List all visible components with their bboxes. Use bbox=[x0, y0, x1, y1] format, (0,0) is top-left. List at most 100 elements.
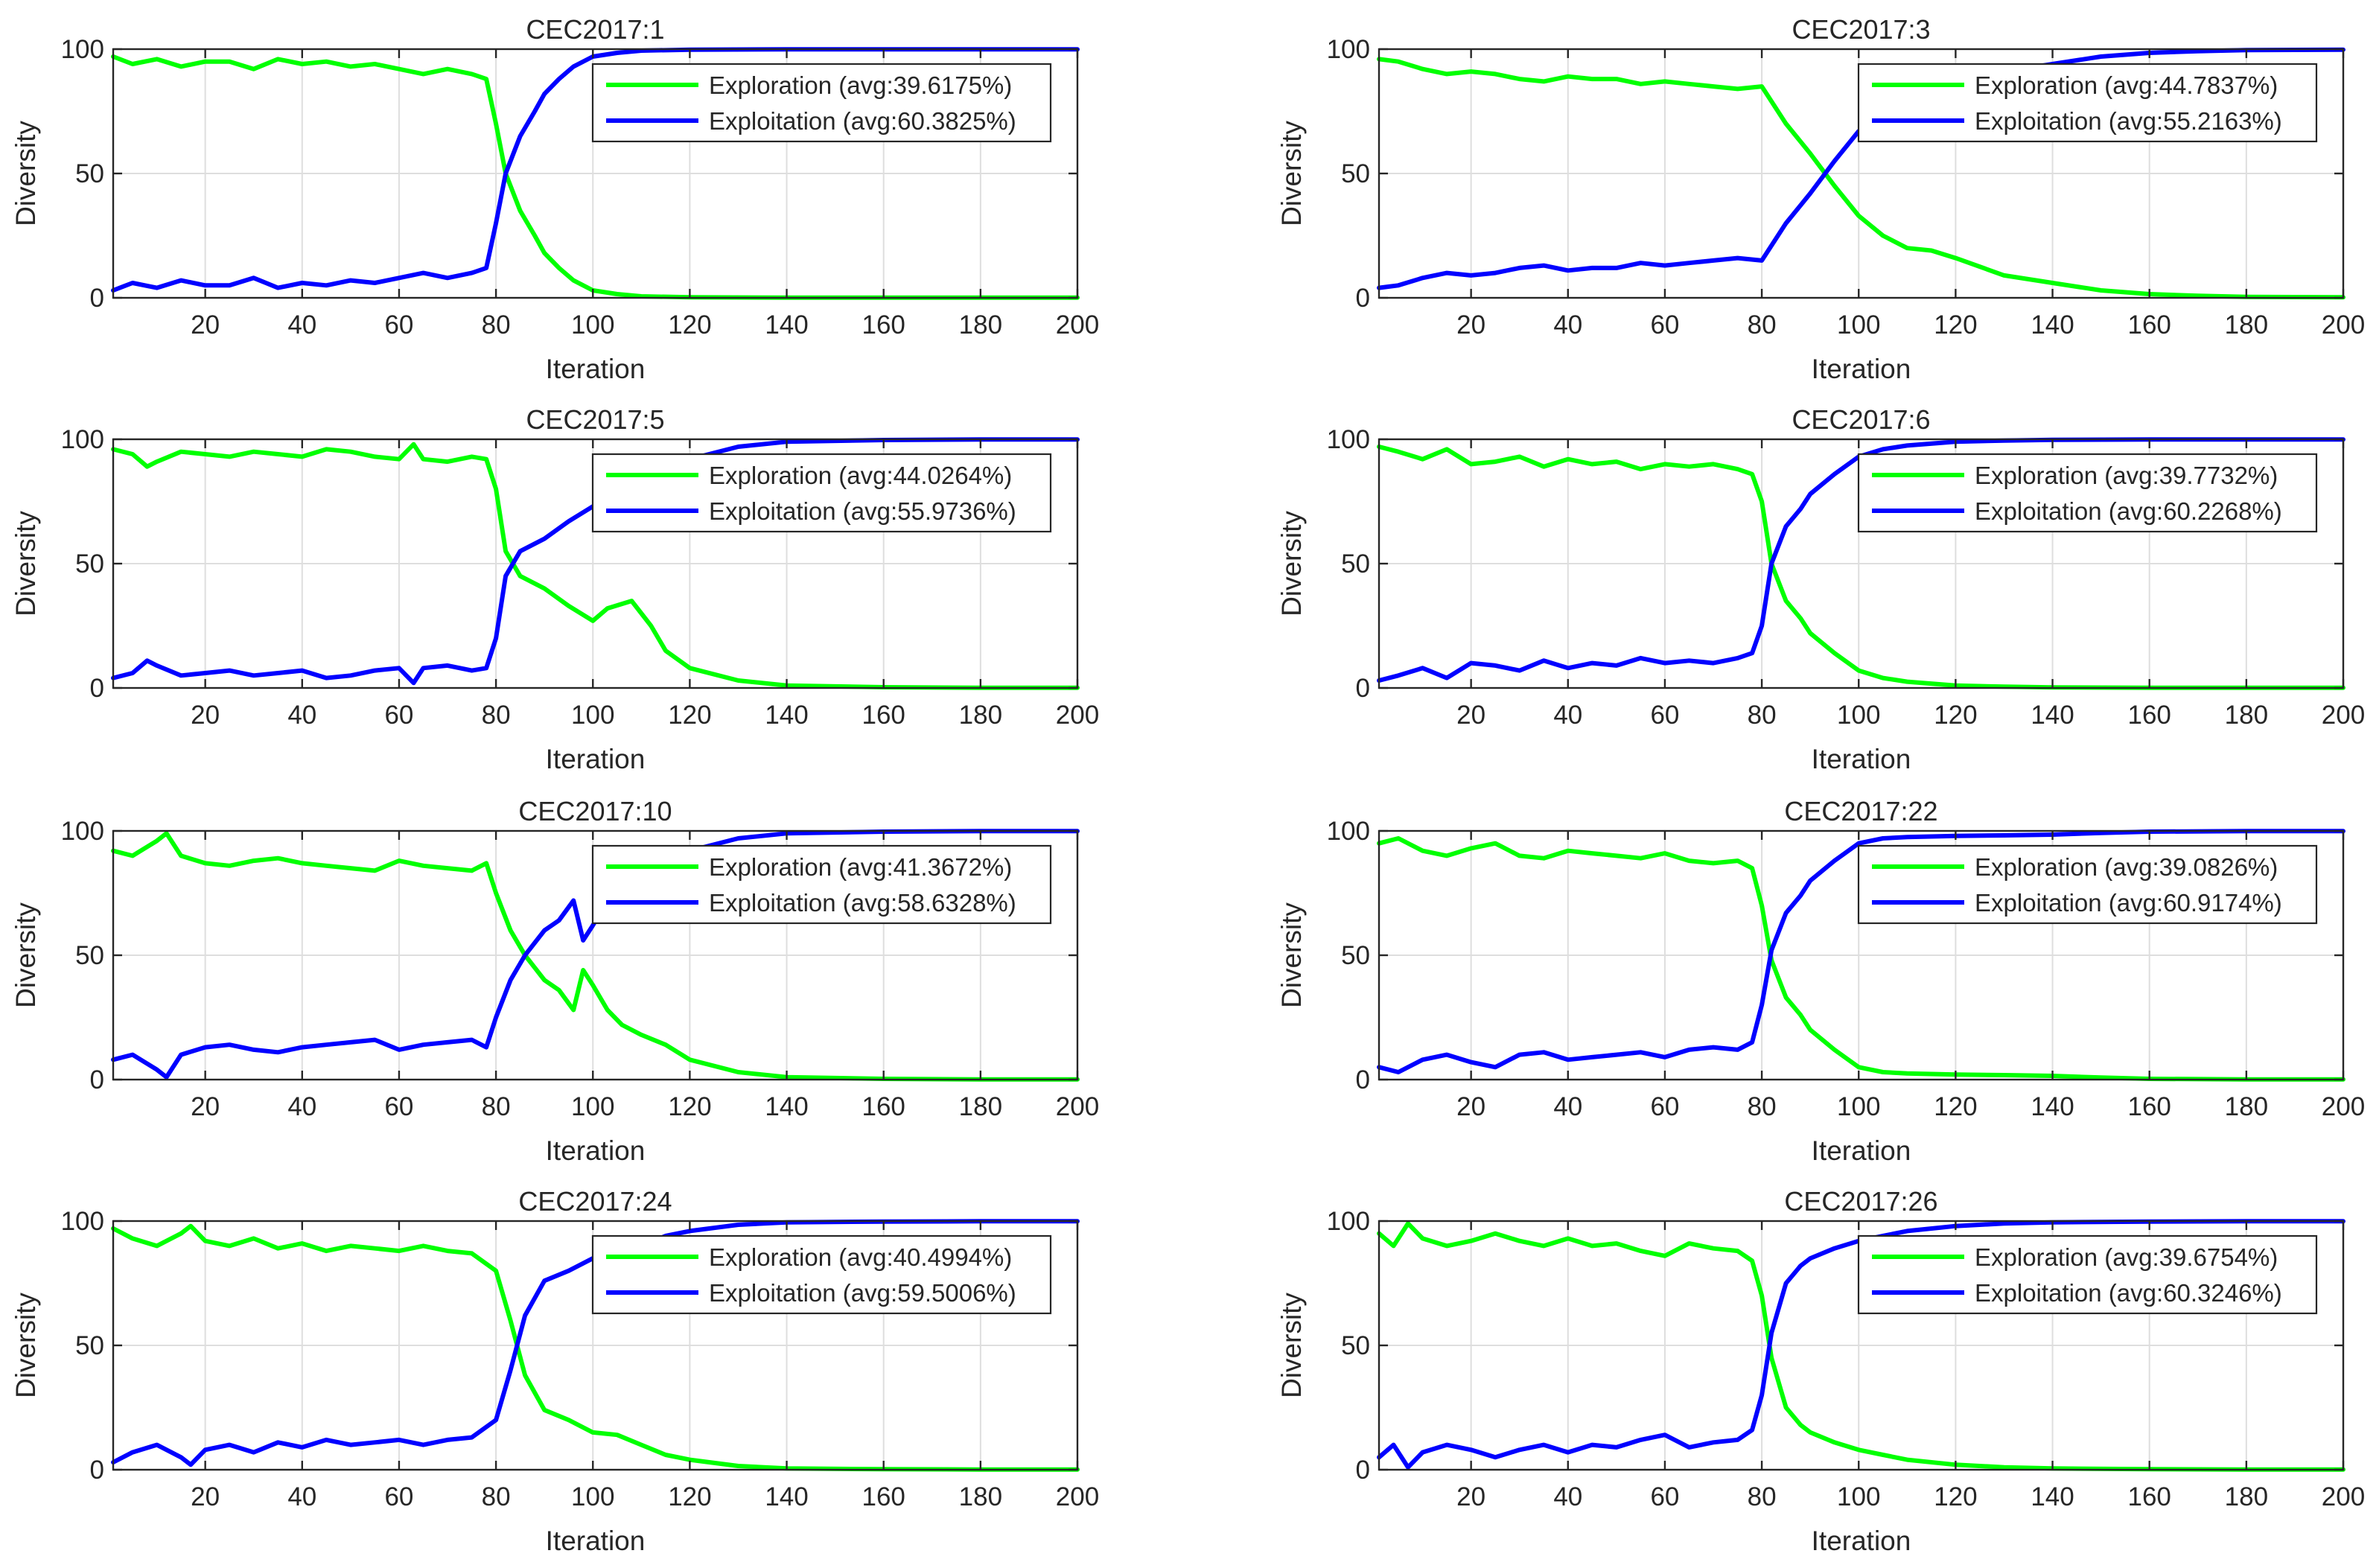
chart-7-y-tick-label: 0 bbox=[90, 1456, 104, 1485]
chart-3-legend-exploitation-label: Exploitation (avg:55.9736%) bbox=[709, 497, 1016, 525]
chart-8-exploitation-line bbox=[1377, 1219, 2345, 1470]
chart-3-x-tick-label: 80 bbox=[482, 701, 511, 730]
chart-6-exploration-line bbox=[1377, 836, 2345, 1082]
chart-2-exploration-line bbox=[1377, 57, 2345, 300]
chart-4-exploitation-line bbox=[1377, 437, 2345, 683]
chart-6-x-tick-label: 160 bbox=[2127, 1092, 2171, 1121]
chart-1-y-tick-label: 0 bbox=[90, 284, 104, 313]
chart-2-legend: Exploration (avg:44.7837%) Exploitation (… bbox=[1857, 63, 2318, 143]
chart-4-x-tick-label: 200 bbox=[2322, 701, 2365, 730]
chart-5-panel: 20 40 60 80 100 120 140 160 180 200 0 50 100 CEC2017:… bbox=[10, 796, 1099, 1166]
chart-7-exploitation-line bbox=[111, 1219, 1080, 1467]
chart-6-x-tick-label: 200 bbox=[2322, 1092, 2365, 1121]
chart-6-x-tick-label: 120 bbox=[1934, 1092, 1977, 1121]
chart-7-x-tick-label: 180 bbox=[959, 1482, 1002, 1511]
chart-2-x-axis-label: Iteration bbox=[1812, 354, 1911, 384]
chart-1-exploration-line bbox=[111, 54, 1080, 300]
chart-3-panel: 20 40 60 80 100 120 140 160 180 200 0 50 100 CEC2017:… bbox=[10, 404, 1099, 774]
chart-3-x-tick-label: 160 bbox=[862, 701, 905, 730]
chart-5-x-axis-label: Iteration bbox=[546, 1135, 646, 1166]
chart-4-y-tick-label: 100 bbox=[1327, 425, 1370, 454]
chart-6-y-tick-label: 50 bbox=[1341, 941, 1370, 970]
chart-6-x-tick-label: 100 bbox=[1837, 1092, 1880, 1121]
chart-4-y-tick-label: 0 bbox=[1356, 674, 1370, 703]
chart-8-y-tick-label: 50 bbox=[1341, 1331, 1370, 1360]
chart-2-x-tick-label: 140 bbox=[2031, 310, 2074, 340]
chart-5-legend-exploration-label: Exploration (avg:41.3672%) bbox=[709, 853, 1012, 881]
chart-5-x-tick-label: 20 bbox=[191, 1092, 220, 1121]
chart-8-x-tick-label: 60 bbox=[1650, 1482, 1679, 1511]
chart-1-panel: 20 40 60 80 100 120 140 160 180 200 0 50 100 CEC2017:… bbox=[10, 14, 1099, 384]
chart-6-legend: Exploration (avg:39.0826%) Exploitation (… bbox=[1857, 844, 2318, 925]
chart-1-x-tick-label: 160 bbox=[862, 310, 905, 340]
chart-1-x-tick-label: 60 bbox=[384, 310, 413, 340]
chart-4-y-tick-label: 50 bbox=[1341, 549, 1370, 579]
chart-2-x-tick-label: 120 bbox=[1934, 310, 1977, 340]
chart-5-exploration-line bbox=[111, 831, 1080, 1082]
chart-7-y-tick-label: 50 bbox=[75, 1331, 104, 1360]
chart-1-y-tick-label: 100 bbox=[61, 35, 104, 64]
chart-8-x-tick-label: 40 bbox=[1553, 1482, 1582, 1511]
chart-4-panel: 20 40 60 80 100 120 140 160 180 200 0 50 100 CEC2017:… bbox=[1276, 404, 2365, 774]
chart-2-title: CEC2017:3 bbox=[1792, 14, 1930, 45]
chart-1-title: CEC2017:1 bbox=[526, 14, 664, 45]
chart-2-x-tick-label: 60 bbox=[1650, 310, 1679, 340]
chart-2-y-tick-label: 0 bbox=[1356, 284, 1370, 313]
chart-4-x-tick-label: 60 bbox=[1650, 701, 1679, 730]
chart-2-legend-exploitation-label: Exploitation (avg:55.2163%) bbox=[1975, 107, 2282, 135]
chart-4-x-tick-label: 180 bbox=[2225, 701, 2268, 730]
chart-8-x-tick-label: 160 bbox=[2127, 1482, 2171, 1511]
chart-4-y-axis-label: Diversity bbox=[1276, 511, 1307, 616]
chart-8-title: CEC2017:26 bbox=[1784, 1186, 1937, 1217]
chart-8-exploration-line bbox=[1377, 1221, 2345, 1472]
chart-6-exploitation-line bbox=[1377, 829, 2345, 1074]
chart-6-x-axis-label: Iteration bbox=[1812, 1135, 1911, 1166]
chart-3-title: CEC2017:5 bbox=[526, 404, 664, 435]
chart-4-x-tick-label: 40 bbox=[1553, 701, 1582, 730]
chart-5-legend-exploitation-label: Exploitation (avg:58.6328%) bbox=[709, 889, 1016, 917]
chart-6-legend-box bbox=[1857, 844, 2318, 925]
chart-3-y-axis-label: Diversity bbox=[10, 511, 41, 616]
chart-7-x-tick-label: 140 bbox=[765, 1482, 808, 1511]
chart-5-x-tick-label: 40 bbox=[287, 1092, 316, 1121]
chart-4-legend-exploitation-label: Exploitation (avg:60.2268%) bbox=[1975, 497, 2282, 525]
chart-3-exploration-line bbox=[111, 442, 1080, 690]
chart-8-x-tick-label: 100 bbox=[1837, 1482, 1880, 1511]
chart-7-x-tick-label: 160 bbox=[862, 1482, 905, 1511]
chart-1-legend: Exploration (avg:39.6175%) Exploitation (… bbox=[591, 63, 1052, 143]
chart-2-x-tick-label: 100 bbox=[1837, 310, 1880, 340]
chart-7-exploration-line bbox=[111, 1223, 1080, 1472]
chart-3-x-tick-label: 60 bbox=[384, 701, 413, 730]
chart-3-y-tick-label: 100 bbox=[61, 425, 104, 454]
chart-3-legend-box bbox=[591, 453, 1052, 533]
chart-8-x-tick-label: 20 bbox=[1456, 1482, 1485, 1511]
chart-7-x-tick-label: 120 bbox=[668, 1482, 711, 1511]
chart-5-y-tick-label: 100 bbox=[61, 817, 104, 846]
chart-2-x-tick-label: 180 bbox=[2225, 310, 2268, 340]
chart-7-legend-exploitation-label: Exploitation (avg:59.5006%) bbox=[709, 1279, 1016, 1307]
chart-5-x-tick-label: 60 bbox=[384, 1092, 413, 1121]
chart-6-legend-exploration-label: Exploration (avg:39.0826%) bbox=[1975, 853, 2278, 881]
chart-8-y-tick-label: 0 bbox=[1356, 1456, 1370, 1485]
chart-3-x-axis-label: Iteration bbox=[546, 744, 646, 774]
chart-7-x-tick-label: 200 bbox=[1056, 1482, 1099, 1511]
chart-4-legend-box bbox=[1857, 453, 2318, 533]
chart-4-x-axis-label: Iteration bbox=[1812, 744, 1911, 774]
chart-6-panel: 20 40 60 80 100 120 140 160 180 200 0 50 100 CEC2017:… bbox=[1276, 796, 2365, 1166]
chart-5-x-tick-label: 80 bbox=[482, 1092, 511, 1121]
chart-2-x-tick-label: 40 bbox=[1553, 310, 1582, 340]
chart-1-legend-box bbox=[591, 63, 1052, 143]
chart-6-x-tick-label: 60 bbox=[1650, 1092, 1679, 1121]
chart-7-panel: 20 40 60 80 100 120 140 160 180 200 0 50 100 CEC2017:… bbox=[10, 1186, 1099, 1556]
chart-3-x-tick-label: 40 bbox=[287, 701, 316, 730]
chart-4-exploration-line bbox=[1377, 444, 2345, 690]
chart-4-x-tick-label: 80 bbox=[1748, 701, 1777, 730]
chart-8-x-tick-label: 120 bbox=[1934, 1482, 1977, 1511]
chart-8-legend: Exploration (avg:39.6754%) Exploitation (… bbox=[1857, 1234, 2318, 1315]
chart-1-x-tick-label: 100 bbox=[571, 310, 614, 340]
chart-6-x-tick-label: 20 bbox=[1456, 1092, 1485, 1121]
chart-5-legend-box bbox=[591, 844, 1052, 925]
chart-6-x-tick-label: 40 bbox=[1553, 1092, 1582, 1121]
chart-7-x-axis-label: Iteration bbox=[546, 1526, 646, 1556]
